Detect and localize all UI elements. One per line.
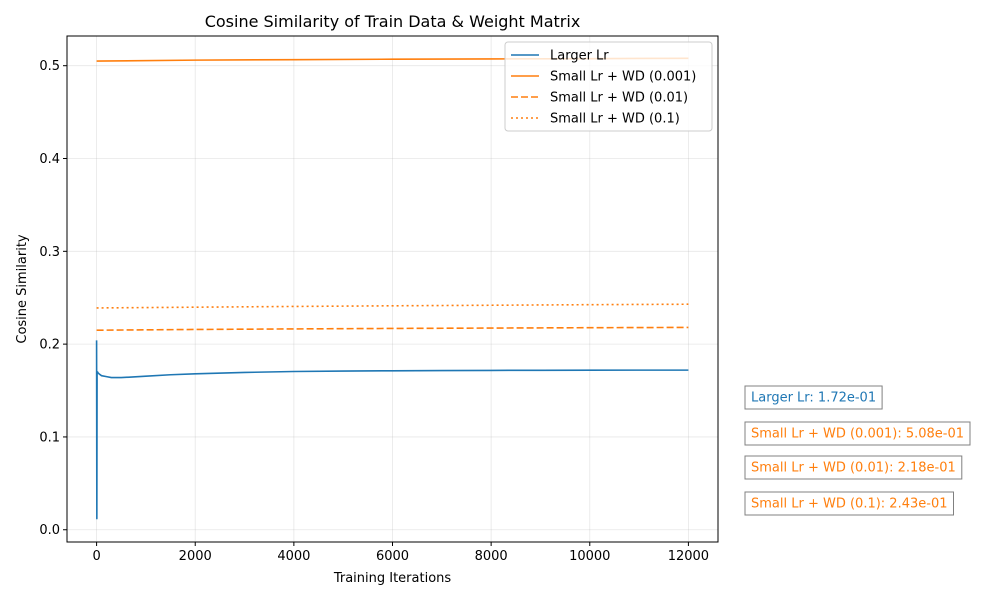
y-axis-label: Cosine Similarity <box>15 234 30 344</box>
legend-box <box>504 41 713 132</box>
x-tick-label: 10000 <box>569 549 610 564</box>
x-tick-label: 4000 <box>277 549 310 564</box>
annotation-box <box>744 491 954 516</box>
x-tick-label: 8000 <box>475 549 508 564</box>
annotation-text: Small Lr + WD (0.01): 2.18e-01 <box>751 461 956 476</box>
y-tick-label: 0.0 <box>39 523 60 538</box>
x-tick-label: 2000 <box>179 549 212 564</box>
final-value-annotations: Larger Lr: 1.72e-01 Small Lr + WD (0.001)… <box>744 385 971 516</box>
annotation-box <box>744 385 883 410</box>
x-tick-label: 12000 <box>668 549 709 564</box>
legend-label: Small Lr + WD (0.01) <box>550 91 688 106</box>
x-tick-label: 0 <box>92 549 100 564</box>
legend-label: Small Lr + WD (0.1) <box>550 112 680 127</box>
annotation-text: Small Lr + WD (0.001): 5.08e-01 <box>751 427 964 442</box>
x-tick-label: 6000 <box>376 549 409 564</box>
y-tick-label: 0.2 <box>39 338 60 353</box>
annotation-box <box>744 455 963 480</box>
annotation-text: Larger Lr: 1.72e-01 <box>751 391 876 406</box>
x-axis-label: Training Iterations <box>333 571 452 586</box>
legend-label: Small Lr + WD (0.001) <box>550 70 696 85</box>
series-line <box>96 303 689 309</box>
y-tick-label: 0.3 <box>39 245 60 260</box>
annotation-text: Small Lr + WD (0.1): 2.43e-01 <box>751 497 948 512</box>
annotation-box <box>744 421 971 446</box>
y-tick-label: 0.5 <box>39 59 60 74</box>
y-tick-label: 0.4 <box>39 152 60 167</box>
chart-title: Cosine Similarity of Train Data & Weight… <box>205 12 581 31</box>
legend: Larger Lr Small Lr + WD (0.001) Small Lr +… <box>504 41 713 132</box>
legend-label: Larger Lr <box>550 49 609 64</box>
axes: 0 2000 4000 6000 8000 10000 12000 0.0 0.1 0.2 0.3 0… <box>39 59 709 564</box>
y-tick-label: 0.1 <box>39 430 60 445</box>
series-line <box>95 340 689 520</box>
series-line <box>96 326 689 332</box>
